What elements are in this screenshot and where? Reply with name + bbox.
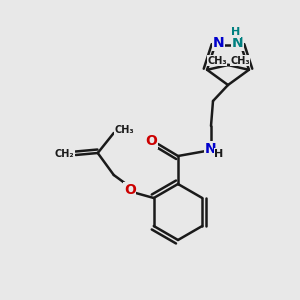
Text: CH₃: CH₃ bbox=[207, 56, 227, 66]
Text: N: N bbox=[232, 36, 244, 50]
Text: H: H bbox=[231, 27, 241, 37]
Text: CH₃: CH₃ bbox=[115, 125, 135, 135]
Text: CH₃: CH₃ bbox=[230, 56, 250, 66]
Text: O: O bbox=[124, 183, 136, 197]
Text: N: N bbox=[212, 36, 224, 50]
Text: H: H bbox=[214, 149, 224, 159]
Text: O: O bbox=[145, 134, 157, 148]
Text: CH₂: CH₂ bbox=[55, 149, 75, 159]
Text: N: N bbox=[205, 142, 217, 156]
